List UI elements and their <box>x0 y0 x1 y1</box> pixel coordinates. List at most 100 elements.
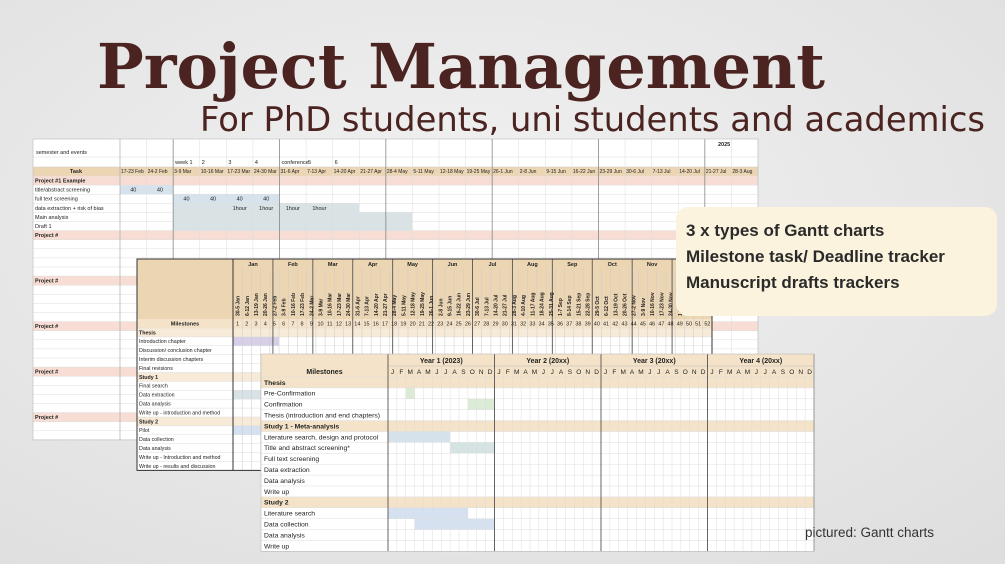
task-bar <box>467 398 495 410</box>
week-date: 28-3 Aug <box>512 295 518 316</box>
milestone-label: Study 2 <box>264 500 289 507</box>
week-number: 5 <box>273 322 276 328</box>
task-bar <box>233 390 261 400</box>
feature: Milestone task/ Deadline tracker <box>686 247 945 266</box>
week-number: 8 <box>301 322 304 328</box>
week-number: 47 <box>658 322 664 328</box>
cell: 1hour <box>233 206 247 212</box>
week-number: 15 <box>364 322 370 328</box>
week-date: 30-6 Jul <box>475 297 481 316</box>
month-label: A <box>559 369 564 376</box>
month-label: N <box>585 369 590 376</box>
week-number: 17 <box>382 322 388 328</box>
month-label: D <box>594 369 599 376</box>
milestone-label: Data collection <box>264 522 309 529</box>
milestone-label: Data analysis <box>139 446 171 452</box>
milestone-label: Data analysis <box>264 532 305 539</box>
date-label: 2-8 Jun <box>520 169 537 175</box>
week-date: 17-23 Feb <box>300 293 306 316</box>
feature: 3 x types of Gantt charts <box>686 221 884 240</box>
milestone-label: Write up <box>264 489 289 496</box>
month-label: Nov <box>647 262 658 268</box>
week-date: 10-16 Mar <box>328 293 334 316</box>
month-label: M <box>620 369 625 376</box>
week-number: 1 <box>236 322 239 328</box>
week-date: 3-9 Feb <box>282 298 288 316</box>
month-label: O <box>789 369 794 376</box>
date-label: 21-27 Jul <box>706 169 727 175</box>
month-label: J <box>657 369 660 376</box>
month-label: N <box>692 369 697 376</box>
month-label: O <box>683 369 688 376</box>
task-label: Project # <box>35 233 58 239</box>
label: Milestones <box>306 369 342 376</box>
date-label: 3-9 Mar <box>174 169 192 175</box>
month-label: F <box>399 369 403 376</box>
month-label: M <box>745 369 750 376</box>
date-label: 14-20 Jul <box>679 169 700 175</box>
milestone-label: Study 1 - Meta-analysis <box>264 423 339 430</box>
week-number: 20 <box>410 322 416 328</box>
week-date: 16-22 Jun <box>457 293 463 316</box>
week-number: 34 <box>539 322 545 328</box>
month-label: S <box>568 369 573 376</box>
task-label: Project #1 Example <box>35 179 85 185</box>
week-date: 21-27 Jul <box>503 294 509 316</box>
milestone-label: Discussion/ conclusion chapter <box>139 348 212 354</box>
month-label: M <box>425 369 430 376</box>
section-row <box>261 496 814 508</box>
task-label: Project # <box>35 415 58 421</box>
cell: 40 <box>183 197 189 203</box>
milestone-label: Data analysis <box>264 478 305 485</box>
month-label: Mar <box>328 262 339 268</box>
week-date: 3-9 Mar <box>319 298 325 316</box>
week-number: 19 <box>400 322 406 328</box>
month-label: J <box>435 369 438 376</box>
week-date: 24-2 Mar <box>309 296 315 316</box>
date-label: 31-6 Apr <box>281 169 300 175</box>
week-date: 9-15 Jun <box>447 296 453 316</box>
milestone-label: Title and abstract screening* <box>264 445 350 452</box>
month-label: A <box>736 369 741 376</box>
month-label: J <box>542 369 545 376</box>
week-number: 36 <box>557 322 563 328</box>
month-label: N <box>798 369 803 376</box>
milestone-label: Final search <box>139 384 168 390</box>
week-number: 13 <box>345 322 351 328</box>
week-date: 5-11 May <box>401 295 407 316</box>
date-label: 17-23 Feb <box>121 169 144 175</box>
week-number: 45 <box>640 322 646 328</box>
week-number: 39 <box>585 322 591 328</box>
project-row <box>33 176 758 186</box>
week-number: 44 <box>631 322 637 328</box>
task-label: data extraction + risk of bias <box>35 206 104 212</box>
week-number: 28 <box>483 322 489 328</box>
week-date: 6-12 Oct <box>604 296 610 316</box>
task-bar <box>233 336 280 346</box>
date-label: 28-4 May <box>387 169 408 175</box>
week-number: 31 <box>511 322 517 328</box>
week-number: 7 <box>291 322 294 328</box>
week-number: 16 <box>373 322 379 328</box>
milestone-label: Thesis <box>139 330 156 336</box>
sheet-border <box>260 353 815 552</box>
section-row <box>261 420 814 432</box>
milestone-label: Study 2 <box>139 419 158 425</box>
milestone-label: Pilot <box>139 428 150 434</box>
week-date: 6-12 Jan <box>245 296 251 316</box>
task-label: Project # <box>35 279 58 285</box>
week-date: 7-13 Apr <box>365 296 371 316</box>
feature: Manuscript drafts trackers <box>686 273 900 292</box>
milestone-label: Interim discussion chapters <box>139 357 204 363</box>
date-label: 10-16 Mar <box>201 169 224 175</box>
week-number: 9 <box>310 322 313 328</box>
week-number: 3 <box>254 322 257 328</box>
month-label: M <box>638 369 643 376</box>
caption: pictured: Gantt charts <box>805 525 934 540</box>
month-label: May <box>407 262 419 268</box>
month-label: A <box>772 369 777 376</box>
week-date: 14-20 Apr <box>374 293 380 316</box>
month-label: A <box>417 369 422 376</box>
date-label: 30-6 Jul <box>626 169 644 175</box>
